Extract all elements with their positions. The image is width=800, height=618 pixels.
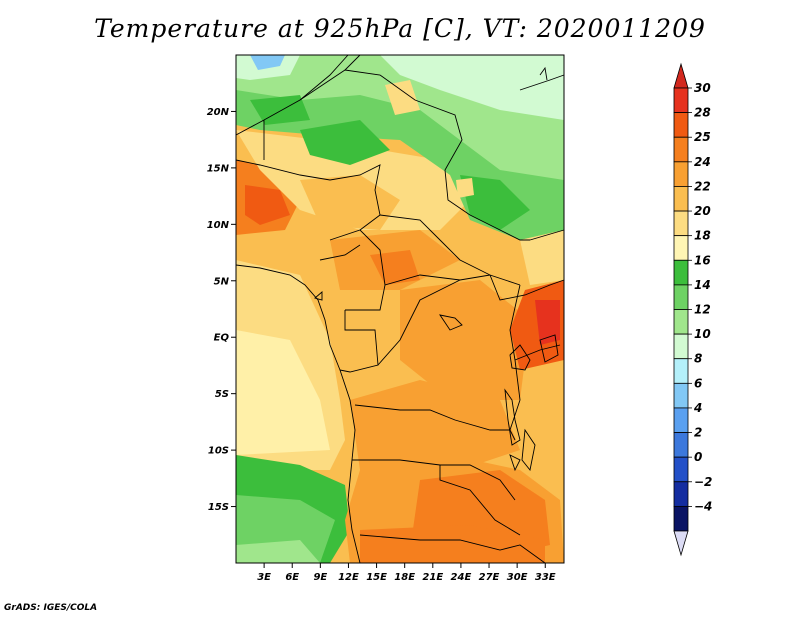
colorbar-label: 8 xyxy=(694,352,702,366)
colorbar-label: 28 xyxy=(694,106,711,120)
colorbar-swatch xyxy=(673,432,689,458)
colorbar-label: 14 xyxy=(694,278,711,292)
lon-tick-label: 18E xyxy=(394,572,415,583)
colorbar-label: 12 xyxy=(694,303,711,317)
colorbar-swatch xyxy=(673,235,689,261)
lon-tick-label: 12E xyxy=(338,572,359,583)
colorbar-label: 30 xyxy=(694,81,711,95)
colorbar-swatch xyxy=(673,407,689,433)
colorbar-swatch xyxy=(673,186,689,212)
colorbar-label: 22 xyxy=(694,179,711,193)
map-title: Temperature at 925hPa [C], VT: 202001120… xyxy=(94,14,706,43)
colorbar-swatch xyxy=(673,210,689,237)
colorbar-swatch xyxy=(673,382,689,409)
colorbar-label: 20 xyxy=(694,204,711,218)
colorbar-swatch xyxy=(673,112,689,138)
colorbar-swatch xyxy=(673,333,689,360)
lon-tick-label: 3E xyxy=(257,572,271,583)
lon-tick-label: 33E xyxy=(535,572,556,583)
lon-tick-label: 21E xyxy=(422,572,443,583)
colorbar-top-cap xyxy=(673,62,689,89)
grads-credit: GrADS: IGES/COLA xyxy=(4,603,98,613)
map-frame xyxy=(235,54,565,564)
colorbar-label: −4 xyxy=(694,499,712,513)
lat-tick-label: 10N xyxy=(207,220,230,231)
colorbar-label: 18 xyxy=(694,229,711,243)
colorbar-label: 2 xyxy=(694,426,702,440)
lon-tick-label: 27E xyxy=(479,572,500,583)
colorbar-label: 0 xyxy=(694,450,702,464)
colorbar-swatch xyxy=(673,136,689,163)
colorbar-swatch xyxy=(673,284,689,310)
lon-tick-label: 9E xyxy=(313,572,327,583)
lon-tick-label: 30E xyxy=(507,572,528,583)
colorbar-swatch xyxy=(673,161,689,187)
colorbar-swatch xyxy=(673,505,689,532)
colorbar-label: 24 xyxy=(694,155,711,169)
latitude-axis: 20N 15N 10N 5N EQ 5S 10S 15S xyxy=(207,107,236,513)
lat-tick-label: 20N xyxy=(207,107,230,118)
colorbar-label: 16 xyxy=(694,253,711,267)
colorbar-label: 10 xyxy=(694,327,711,341)
lat-tick-label: 15S xyxy=(208,502,229,513)
colorbar-swatch xyxy=(673,259,689,286)
colorbar-swatch xyxy=(673,309,689,335)
colorbar-bottom-cap xyxy=(673,530,689,557)
colorbar-label: 6 xyxy=(694,376,702,390)
longitude-axis: 3E 6E 9E 12E 15E 18E 21E 24E 27E 30E 33E xyxy=(257,563,556,583)
lon-tick-label: 6E xyxy=(285,572,299,583)
lat-tick-label: 10S xyxy=(208,446,229,457)
colorbar-label: 4 xyxy=(693,401,702,415)
colorbar-label: −2 xyxy=(694,475,712,489)
lat-tick-label: EQ xyxy=(214,333,230,344)
colorbar-label: 25 xyxy=(694,130,711,144)
colorbar-swatch xyxy=(673,358,689,384)
colorbar-swatch xyxy=(673,87,689,114)
colorbar-swatch xyxy=(673,456,689,483)
lat-tick-label: 5S xyxy=(215,389,229,400)
temperature-field xyxy=(236,55,564,563)
lon-tick-label: 15E xyxy=(366,572,387,583)
lat-tick-label: 5N xyxy=(214,276,230,287)
lat-tick-label: 15N xyxy=(207,163,230,174)
lon-tick-label: 24E xyxy=(451,572,472,583)
colorbar-swatch xyxy=(673,481,689,507)
lakes xyxy=(314,291,559,472)
